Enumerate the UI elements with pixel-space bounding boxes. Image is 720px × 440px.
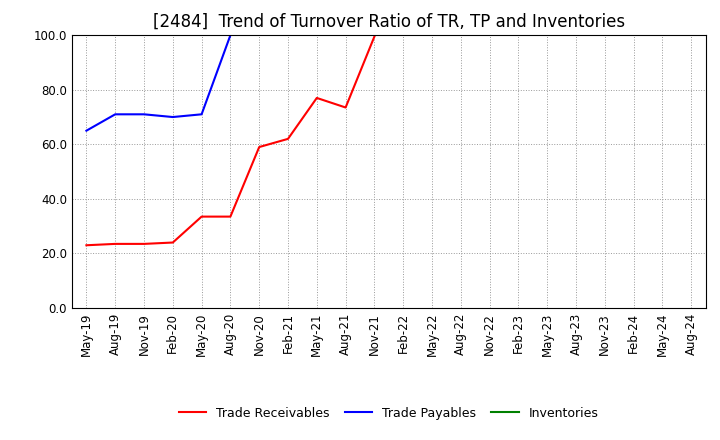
Trade Receivables <box>168 240 177 245</box>
Line: Trade Receivables: Trade Receivables <box>86 37 374 245</box>
Trade Payables <box>140 112 148 117</box>
Trade Receivables <box>284 136 292 142</box>
Trade Receivables <box>255 144 264 150</box>
Line: Trade Payables: Trade Payables <box>86 35 230 131</box>
Trade Payables <box>197 112 206 117</box>
Trade Receivables <box>197 214 206 219</box>
Trade Receivables <box>111 241 120 246</box>
Trade Payables <box>226 33 235 38</box>
Trade Receivables <box>312 95 321 101</box>
Trade Receivables <box>140 241 148 246</box>
Trade Receivables <box>82 242 91 248</box>
Trade Payables <box>111 112 120 117</box>
Legend: Trade Receivables, Trade Payables, Inventories: Trade Receivables, Trade Payables, Inven… <box>174 402 604 425</box>
Trade Payables <box>168 114 177 120</box>
Trade Receivables <box>370 34 379 39</box>
Trade Receivables <box>226 214 235 219</box>
Trade Receivables <box>341 105 350 110</box>
Trade Payables <box>82 128 91 133</box>
Title: [2484]  Trend of Turnover Ratio of TR, TP and Inventories: [2484] Trend of Turnover Ratio of TR, TP… <box>153 13 625 31</box>
